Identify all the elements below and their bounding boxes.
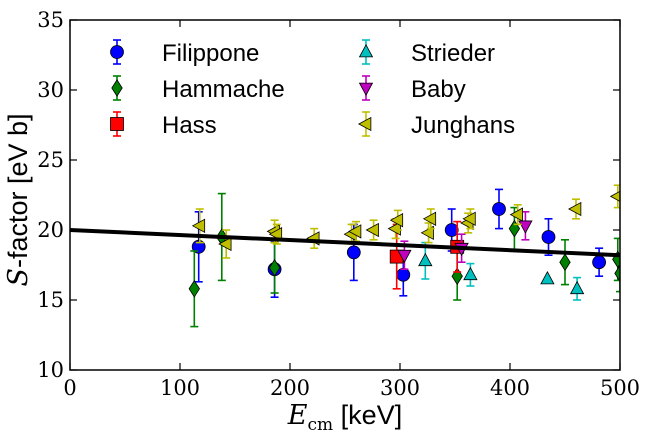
legend-label: Hammache [162, 76, 285, 103]
x-tick-label: 300 [380, 376, 420, 400]
data-point [509, 207, 523, 222]
y-tick-label: 25 [37, 148, 64, 172]
series-strieder [418, 241, 585, 301]
data-point [389, 213, 404, 228]
data-point [559, 253, 571, 272]
legend-entry-strieder: Strieder [358, 39, 495, 67]
data-point [609, 190, 620, 202]
data-point [397, 249, 412, 264]
data-point [444, 223, 459, 237]
ticks-layer: 0 100 200 300 400 500 10 15 20 25 30 35 [37, 8, 640, 400]
y-tick-label: 20 [37, 218, 64, 242]
data-point [462, 211, 476, 226]
legend-label: Junghans [411, 112, 515, 139]
data-point [346, 245, 361, 260]
legend-label: Hass [162, 112, 217, 139]
data-point [268, 258, 281, 277]
data-point [396, 267, 411, 282]
data-point [422, 211, 437, 226]
data-point [492, 202, 506, 216]
legend: Filippone Hammache Hass Strieder Baby Junghan… [110, 39, 515, 139]
data-point [420, 225, 434, 240]
data-point [418, 252, 433, 267]
legend-marker [110, 45, 124, 59]
series-junghans [191, 184, 620, 259]
x-tick-label: 100 [160, 376, 200, 400]
plot-area [70, 184, 620, 328]
data-point [540, 271, 555, 285]
legend-entry-junghans: Junghans [358, 111, 515, 139]
data-point [569, 280, 585, 295]
series-baby [397, 211, 533, 271]
legend-label: Strieder [411, 40, 495, 67]
series-hammache [188, 192, 620, 328]
legend-marker [110, 117, 124, 131]
data-point [614, 264, 620, 283]
legend-marker [358, 44, 374, 58]
data-point [365, 222, 379, 238]
legend-entry-hammache: Hammache [111, 75, 285, 103]
legend-label: Baby [411, 76, 466, 103]
data-point [188, 279, 200, 298]
data-point [191, 239, 206, 254]
data-point [541, 230, 556, 244]
plot-layer [70, 184, 620, 328]
legend-entry-filippone: Filippone [110, 39, 259, 67]
data-point [191, 218, 206, 233]
legend-entry-hass: Hass [110, 111, 217, 139]
y-tick-label: 30 [37, 78, 64, 102]
data-point [568, 201, 582, 217]
y-tick-label: 15 [37, 288, 64, 312]
plot-frame [69, 19, 621, 371]
y-axis-label: S-factor [eV b] [3, 113, 34, 286]
legend-label: Filippone [162, 40, 259, 67]
y-tick-label: 10 [37, 358, 64, 382]
data-point [463, 266, 478, 281]
legend-entry-baby: Baby [358, 75, 466, 103]
legend-marker [358, 116, 372, 132]
legend-marker [111, 79, 123, 97]
x-tick-label: 400 [490, 376, 530, 400]
legend-marker [358, 82, 374, 96]
data-point [518, 220, 533, 234]
y-tick-label: 35 [37, 8, 64, 32]
data-point [348, 224, 362, 239]
fit-line [70, 228, 620, 258]
x-axis-label: Ecm [keV] [287, 400, 402, 435]
data-point [592, 255, 606, 270]
x-tick-label: 200 [270, 376, 310, 400]
x-tick-label: 0 [63, 376, 76, 400]
x-tick-label: 500 [600, 376, 640, 400]
data-point [218, 236, 232, 252]
